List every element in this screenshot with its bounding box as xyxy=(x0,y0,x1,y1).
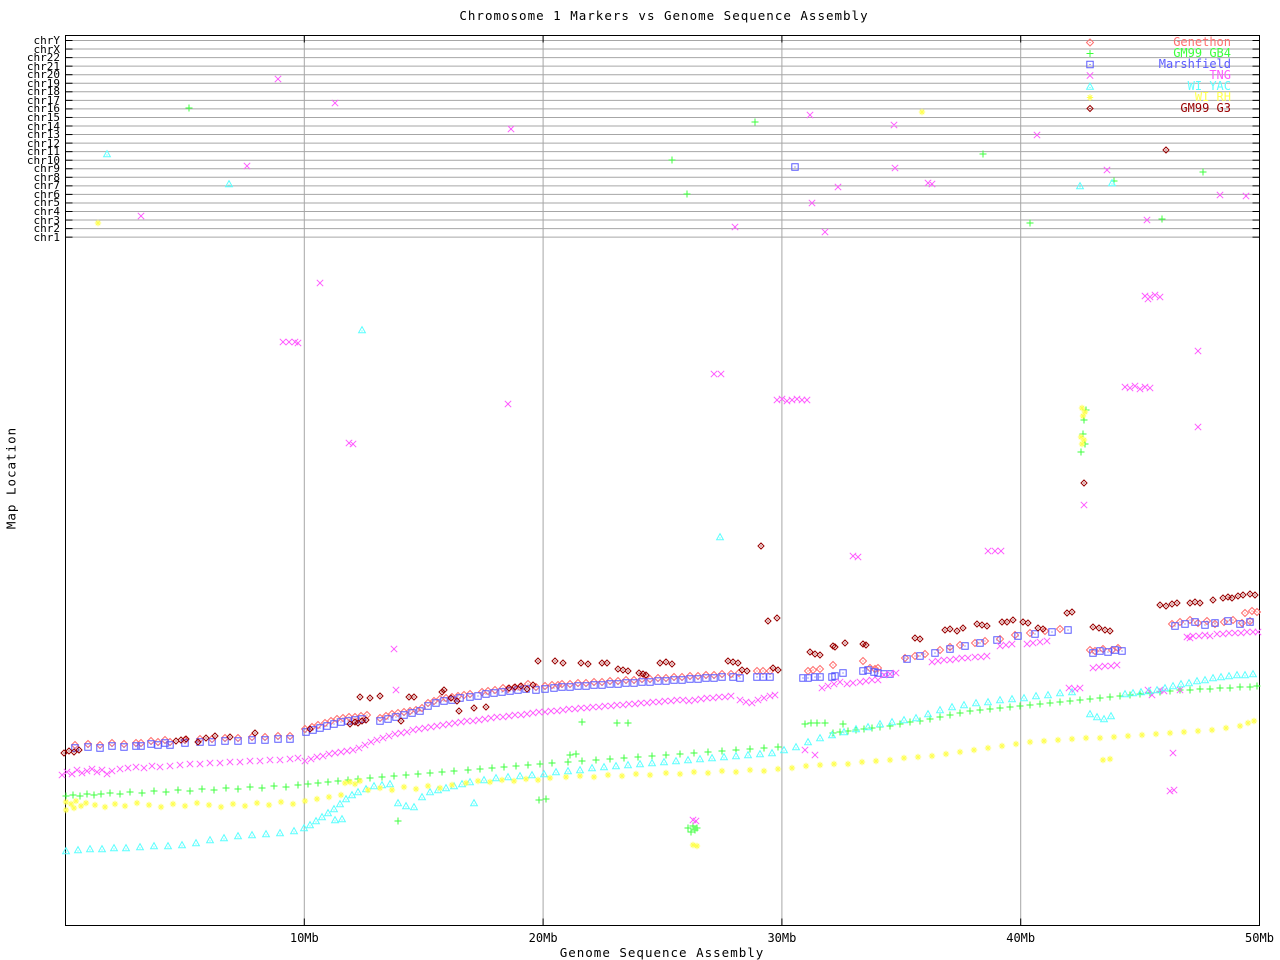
plot-frame xyxy=(65,35,1260,926)
chromosome-label-chr7: chr7 xyxy=(33,179,61,193)
x-tick-label-40Mb: 40Mb xyxy=(1006,931,1036,945)
chromosome-label-chr6: chr6 xyxy=(33,187,61,201)
legend-symbol-plus-icon xyxy=(1086,49,1094,57)
chromosome-label-chr13: chr13 xyxy=(26,128,60,142)
chromosome-label-chr18: chr18 xyxy=(26,85,60,99)
x-tick-label-10Mb: 10Mb xyxy=(289,931,319,945)
chromosome-label-chr1: chr1 xyxy=(33,230,61,244)
legend-label: GM99 GB4 xyxy=(1173,45,1231,60)
chromosome-label-chr3: chr3 xyxy=(33,213,61,227)
legend-symbol-asterisk-icon xyxy=(1086,93,1094,101)
series-tng xyxy=(58,75,1262,825)
chromosome-label-chr22: chr22 xyxy=(26,51,60,65)
chromosome-label-chrY: chrY xyxy=(33,34,61,47)
legend-symbol-cross-icon xyxy=(1086,71,1094,79)
legend-entry-marshfield: Marshfield xyxy=(1081,56,1236,71)
series-gm99-g3 xyxy=(60,146,1259,757)
gridlines xyxy=(65,35,1260,926)
chromosome-label-chr16: chr16 xyxy=(26,102,60,116)
chromosome-label-chr8: chr8 xyxy=(33,170,61,184)
series-gm99-gb4 xyxy=(62,104,1261,836)
legend-entry-genethon: Genethon xyxy=(1081,34,1236,49)
legend-label: TNG xyxy=(1209,67,1231,82)
series-wi-rh xyxy=(62,108,1258,850)
chromosome-label-chr10: chr10 xyxy=(26,153,60,167)
series-wi-yac xyxy=(61,149,1258,855)
legend-symbol-triangle-dot-icon xyxy=(1085,81,1095,90)
chromosome-label-chr2: chr2 xyxy=(33,222,61,236)
legend-symbol-diamond-dot-icon xyxy=(1086,104,1094,112)
legend-label: Marshfield xyxy=(1158,56,1231,71)
legend-entry-gm99-gb4: GM99 GB4 xyxy=(1081,45,1236,60)
chromosome-label-chr9: chr9 xyxy=(33,162,61,176)
legend-entry-wi-rh: WI RH xyxy=(1081,89,1236,104)
chromosome-label-chr17: chr17 xyxy=(26,93,60,107)
chromosome-label-chr15: chr15 xyxy=(26,110,60,124)
x-tick-label-50Mb: 50Mb xyxy=(1245,931,1274,945)
legend-label: GM99 G3 xyxy=(1180,100,1231,115)
x-axis-label: Genome Sequence Assembly xyxy=(559,945,765,960)
legend-entry-wi-yac: WI YAC xyxy=(1081,78,1236,93)
legend-symbol-square-dot-icon xyxy=(1086,60,1094,68)
chart-title: Chromosome 1 Markers vs Genome Sequence … xyxy=(459,8,869,23)
chromosome-label-chr5: chr5 xyxy=(33,196,61,210)
y-axis-label: Map Location xyxy=(3,426,19,530)
chromosome-label-chr4: chr4 xyxy=(33,205,61,218)
chromosome-label-chr14: chr14 xyxy=(26,119,60,133)
chromosome-label-chrX: chrX xyxy=(33,42,61,56)
chromosome-label-chr12: chr12 xyxy=(26,136,60,150)
legend-label: Genethon xyxy=(1173,34,1231,49)
chromosome-label-chr11: chr11 xyxy=(26,145,60,159)
legend-symbol-diamond-dot-icon xyxy=(1085,37,1095,47)
chromosome-label-chr20: chr20 xyxy=(26,68,60,82)
chromosome-label-chr21: chr21 xyxy=(26,59,60,73)
legend-entry-tng: TNG xyxy=(1081,67,1236,82)
x-tick-label-30Mb: 30Mb xyxy=(767,931,797,945)
chromosome-label-chr19: chr19 xyxy=(26,76,60,90)
x-tick-label-20Mb: 20Mb xyxy=(528,931,558,945)
legend-entry-gm99-g3: GM99 G3 xyxy=(1081,100,1236,115)
legend-label: WI YAC xyxy=(1187,78,1231,93)
legend-label: WI RH xyxy=(1194,89,1231,104)
